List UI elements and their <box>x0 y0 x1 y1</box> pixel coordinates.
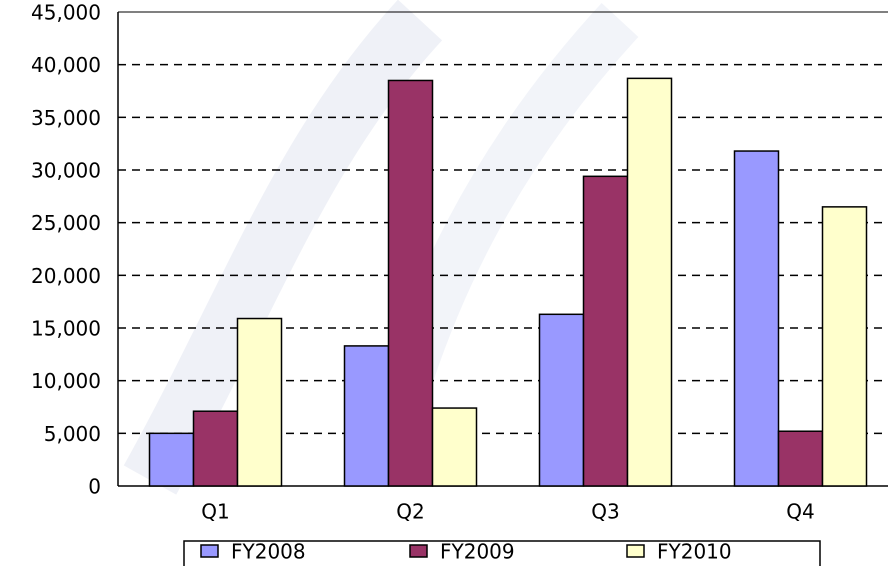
bar <box>387 79 434 487</box>
legend-swatch <box>409 544 428 558</box>
y-tick-label: 5,000 <box>44 422 101 446</box>
y-tick-label: 25,000 <box>31 211 101 235</box>
bar <box>192 410 239 487</box>
legend-label: FY2008 <box>231 540 306 564</box>
y-tick-label: 15,000 <box>31 317 101 341</box>
y-tick-label: 35,000 <box>31 106 101 130</box>
bar <box>538 313 585 487</box>
bar <box>821 206 868 487</box>
bar <box>582 175 629 487</box>
y-tick-label: 45,000 <box>31 1 101 25</box>
legend-label: FY2010 <box>657 540 732 564</box>
x-tick-label: Q1 <box>201 500 229 524</box>
bar <box>148 432 195 487</box>
legend-swatch <box>200 544 219 558</box>
y-tick-label: 20,000 <box>31 264 101 288</box>
y-tick-label: 40,000 <box>31 53 101 77</box>
x-tick-label: Q3 <box>591 500 619 524</box>
legend-label: FY2009 <box>440 540 515 564</box>
x-tick-label: Q4 <box>786 500 814 524</box>
bar <box>777 430 824 487</box>
y-tick-label: 10,000 <box>31 369 101 393</box>
y-tick-label: 0 <box>88 475 101 499</box>
legend-box <box>183 540 821 566</box>
bar <box>431 407 478 487</box>
bar <box>236 317 283 487</box>
background-decoration <box>123 0 443 495</box>
bar <box>626 77 673 487</box>
bar <box>343 345 390 487</box>
bar <box>733 150 780 487</box>
x-tick-label: Q2 <box>396 500 424 524</box>
y-tick-label: 30,000 <box>31 159 101 183</box>
legend-swatch <box>626 544 645 558</box>
